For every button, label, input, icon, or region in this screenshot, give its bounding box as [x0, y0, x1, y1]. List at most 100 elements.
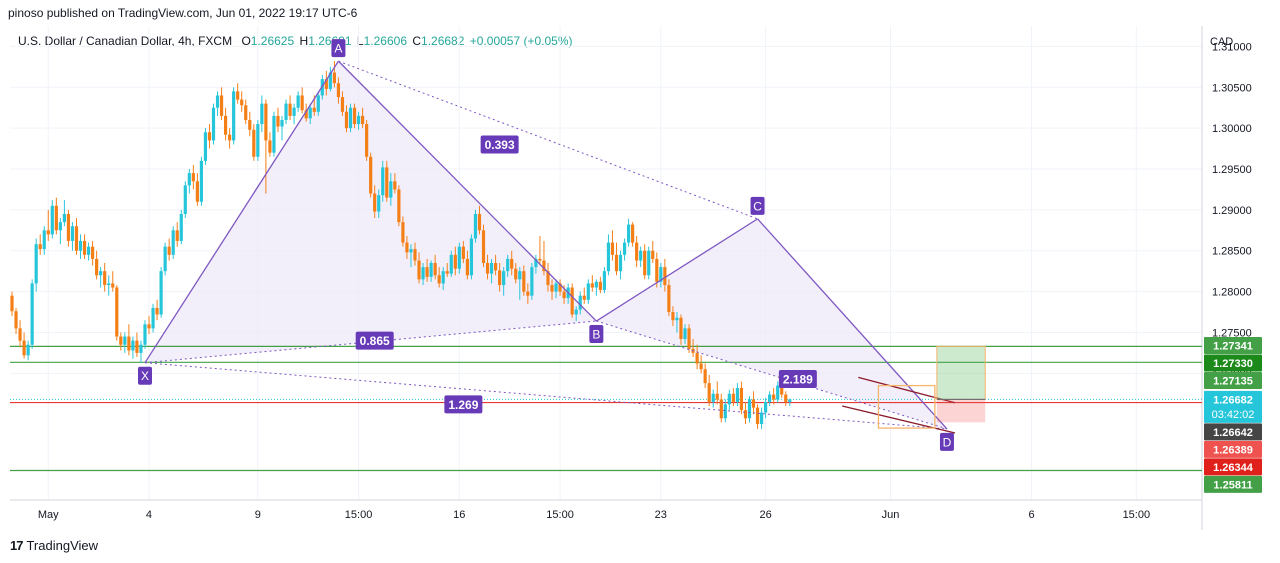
candle-body — [582, 295, 586, 300]
candle-body — [534, 258, 538, 268]
point-label-d: D — [943, 435, 952, 449]
candle-body — [159, 271, 163, 315]
candle-body — [264, 103, 268, 141]
candle-body — [421, 267, 425, 280]
pattern-triangle-bcd — [596, 218, 947, 429]
candle-body — [147, 324, 151, 329]
candle-body — [215, 95, 220, 108]
candle-body — [381, 167, 385, 196]
candle-body — [18, 328, 22, 341]
candle-body — [643, 250, 647, 276]
candle-body — [526, 291, 530, 296]
candle-body — [50, 205, 54, 235]
candle-body — [95, 258, 99, 276]
candle-body — [731, 393, 735, 402]
candle-body — [131, 340, 135, 351]
candle-body — [155, 307, 159, 315]
x-tick-label: 4 — [146, 509, 152, 521]
candle-body — [687, 328, 691, 349]
candle-body — [562, 291, 566, 299]
candle-body — [663, 267, 667, 286]
y-tick-label: 1.29000 — [1212, 205, 1252, 217]
candle-body — [780, 385, 784, 395]
candle-body — [489, 263, 494, 274]
candle-body — [703, 369, 707, 384]
candle-body — [610, 242, 615, 255]
ratio-label-bg — [444, 395, 483, 414]
ratio-line-xd — [144, 362, 948, 430]
candle-body — [99, 271, 103, 276]
candle-body — [195, 181, 199, 202]
candle-body — [316, 95, 320, 112]
candle-body — [348, 107, 353, 129]
currency-label: CAD — [1210, 36, 1233, 48]
ratio-label: 2.189 — [783, 373, 813, 387]
candle-body — [167, 246, 171, 255]
candle-body — [751, 399, 756, 408]
wedge-upper-line — [858, 376, 956, 404]
candle-body — [727, 393, 731, 405]
y-tick-label: 1.31000 — [1212, 41, 1252, 53]
point-label-c: C — [753, 199, 762, 213]
candle-body — [268, 140, 272, 153]
point-label-b: B — [592, 328, 600, 342]
candle-body — [300, 95, 304, 111]
candle-body — [425, 267, 429, 277]
candle-body — [377, 195, 381, 212]
candle-body — [510, 258, 514, 269]
publish-header: pinoso published on TradingView.com, Jun… — [8, 6, 358, 20]
candle-body — [776, 385, 780, 400]
candle-body — [340, 97, 345, 112]
candle-body — [256, 124, 260, 157]
leg-bc — [596, 218, 758, 322]
candle-body — [82, 240, 87, 255]
tradingview-logo[interactable]: 17 TradingView — [10, 538, 98, 553]
candle-body — [602, 271, 607, 290]
candle-body — [747, 399, 752, 419]
candle-body — [356, 115, 361, 125]
low-label: L — [356, 34, 364, 48]
candle-body — [332, 72, 336, 84]
candle-body — [409, 249, 413, 253]
candle-body — [70, 226, 75, 241]
pattern-triangle-xab — [144, 61, 597, 363]
candle-body — [413, 249, 417, 261]
price-axis-label: 1.27135 — [1213, 375, 1253, 387]
candle-body — [675, 317, 679, 321]
candle-body — [671, 312, 675, 321]
price-axis-label-bg — [1204, 371, 1262, 389]
price-axis-label-bg — [1204, 475, 1262, 493]
highlight-box — [877, 384, 936, 429]
x-tick-label: 15:00 — [345, 509, 373, 521]
ratio-label-bg — [778, 370, 817, 389]
candle-body — [506, 258, 510, 272]
point-label-bg — [750, 196, 765, 215]
candle-body — [352, 107, 357, 125]
candle-body — [586, 283, 590, 300]
ratio-label: 0.393 — [485, 138, 515, 152]
candle-body — [127, 336, 131, 351]
price-axis-label-bg — [1204, 458, 1262, 476]
candle-body — [103, 271, 107, 286]
candle-body — [373, 193, 377, 212]
price-axis-label-bg — [1204, 354, 1262, 372]
candle-body — [344, 111, 349, 129]
point-label-bg — [939, 432, 954, 451]
ratio-label-bg — [355, 331, 394, 350]
candle-body — [328, 72, 332, 89]
symbol-title[interactable]: U.S. Dollar / Canadian Dollar, 4h, FXCM — [18, 34, 233, 48]
high-label: H — [299, 34, 309, 48]
candle-body — [284, 103, 288, 120]
candle-body — [647, 250, 651, 276]
candle-body — [594, 281, 598, 288]
candle-body — [14, 311, 18, 329]
tradingview-logo-icon: 17 — [10, 538, 24, 553]
candle-body — [78, 240, 83, 251]
candle-body — [667, 285, 671, 313]
candle-body — [433, 263, 437, 276]
candle-body — [481, 230, 486, 263]
x-tick-label: 16 — [453, 509, 465, 521]
price-axis-label-bg — [1204, 423, 1262, 441]
candle-body — [445, 271, 449, 274]
